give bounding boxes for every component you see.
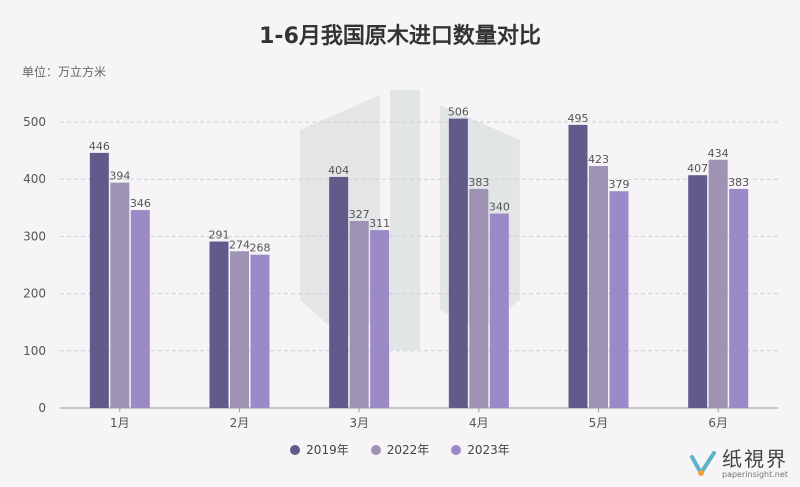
- bar: [609, 191, 629, 408]
- x-tick-label: 1月: [110, 416, 130, 430]
- data-label: 434: [708, 147, 729, 160]
- data-label: 407: [687, 162, 708, 175]
- data-label: 404: [328, 164, 349, 177]
- data-label: 311: [369, 217, 390, 230]
- legend-dot-icon: [451, 444, 462, 455]
- bar: [729, 188, 749, 408]
- bar: [110, 182, 130, 408]
- bar: [250, 254, 270, 408]
- unit-label: 单位：万立方米: [22, 65, 107, 79]
- data-label: 446: [89, 140, 110, 153]
- bar: [370, 230, 390, 408]
- bar: [589, 166, 608, 408]
- data-label: 327: [349, 208, 370, 221]
- bar: [209, 241, 229, 408]
- data-label: 274: [229, 238, 250, 251]
- bar: [568, 124, 588, 409]
- legend: 2019年 2022年 2023年: [0, 441, 800, 458]
- data-label: 383: [468, 176, 489, 189]
- x-tick-label: 6月: [708, 416, 728, 430]
- x-tick-label: 5月: [589, 416, 609, 430]
- watermark-site: paperinsight.net: [722, 470, 788, 479]
- legend-dot-icon: [370, 444, 381, 455]
- data-label: 268: [250, 242, 271, 255]
- watermark-name: 纸視界: [722, 447, 788, 471]
- bar: [130, 210, 150, 408]
- bar: [708, 159, 728, 408]
- watermark-logo: 纸視界 paperinsight.net: [688, 449, 788, 479]
- x-tick-label: 2月: [230, 416, 250, 430]
- data-label: 291: [209, 229, 230, 242]
- y-tick-label: 0: [38, 401, 46, 415]
- bar: [89, 152, 109, 408]
- legend-label: 2023年: [467, 443, 510, 457]
- bar: [469, 188, 489, 408]
- y-tick-label: 500: [23, 115, 46, 129]
- bar: [230, 251, 249, 408]
- data-label: 495: [568, 112, 589, 125]
- legend-item[interactable]: 2019年: [290, 441, 349, 458]
- chart-title: 1-6月我国原木进口数量对比: [259, 24, 541, 49]
- legend-label: 2019年: [306, 443, 349, 457]
- data-label: 506: [448, 106, 469, 119]
- y-tick-label: 300: [23, 229, 46, 243]
- bar: [489, 213, 509, 408]
- bar: [349, 220, 369, 408]
- y-tick-label: 100: [23, 344, 46, 358]
- data-label: 340: [489, 201, 510, 214]
- data-label: 379: [609, 178, 630, 191]
- data-label: 394: [109, 170, 130, 183]
- data-label: 346: [130, 197, 151, 210]
- data-label: 423: [588, 153, 609, 166]
- legend-item[interactable]: 2023年: [451, 441, 510, 458]
- legend-dot-icon: [290, 444, 301, 455]
- bar: [448, 118, 468, 409]
- y-tick-label: 200: [23, 287, 46, 301]
- legend-label: 2022年: [386, 443, 430, 457]
- x-tick-label: 3月: [349, 416, 369, 430]
- legend-item[interactable]: 2022年: [370, 441, 430, 458]
- logo-icon: [690, 451, 716, 476]
- x-tick-label: 4月: [469, 416, 489, 430]
- bar: [688, 175, 708, 408]
- y-tick-label: 400: [23, 172, 46, 186]
- bar: [329, 176, 349, 408]
- data-label: 383: [728, 176, 749, 189]
